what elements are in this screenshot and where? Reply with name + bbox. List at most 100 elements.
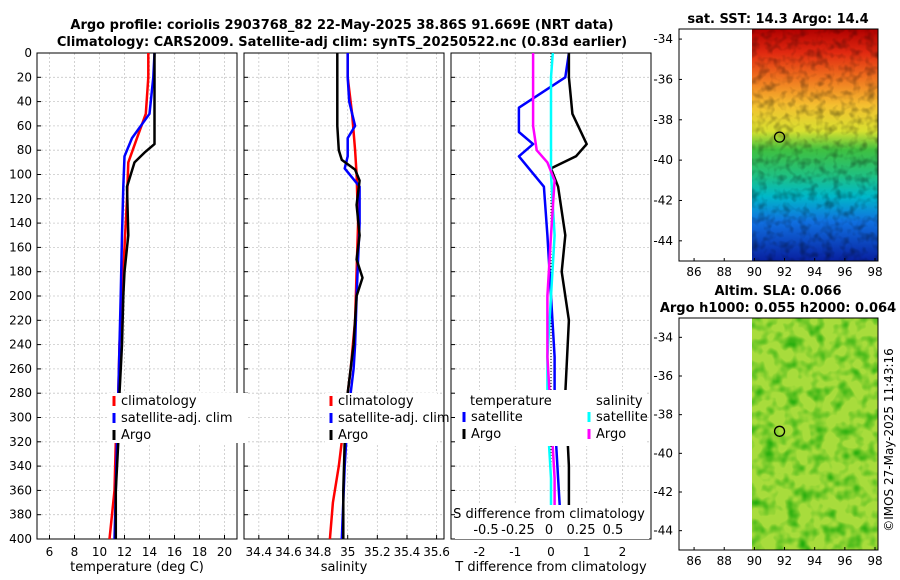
y-tick-label: -42: [653, 193, 673, 207]
y-tick-label: 380: [9, 508, 32, 522]
legend-label-t-satellite: satellite: [471, 410, 523, 425]
y-tick-label: -38: [653, 408, 673, 422]
y-tick-label: 180: [9, 265, 32, 279]
y-tick-label: -36: [653, 72, 673, 86]
y-tick-label: 240: [9, 338, 32, 352]
x-tick-label: 92: [777, 265, 792, 279]
y-tick-label: -40: [653, 446, 673, 460]
x-tick-label: 88: [717, 265, 732, 279]
x-tick-label: 96: [837, 554, 852, 568]
legend-label-satellite-adj: satellite-adj. clim: [338, 411, 450, 426]
s-tick-label: 0.5: [603, 523, 624, 538]
x-tick-label: 92: [777, 554, 792, 568]
sst-map-frame: [678, 28, 879, 262]
x-tick-label: 90: [747, 265, 762, 279]
y-tick-label: -38: [653, 113, 673, 127]
sla-map-title-1: Altim. SLA: 0.066: [715, 284, 842, 299]
s-tick-label: -0.25: [501, 523, 535, 538]
y-tick-label: 200: [9, 289, 32, 303]
x-tick-label: 86: [686, 265, 701, 279]
y-tick-label: 340: [9, 459, 32, 473]
s-tick-label: -0.5: [473, 523, 498, 538]
x-tick-label: 34.8: [305, 545, 332, 559]
legend-label-s-satellite: satellite: [596, 410, 648, 425]
y-tick-label: 40: [17, 95, 32, 109]
y-tick-label: 80: [17, 143, 32, 157]
y-tick-label: 260: [9, 362, 32, 376]
sst-map: 86 88 90 92 94 96 98 -34 -36 -38 -40 -42 -44: [653, 28, 883, 279]
x-tick-label: 34.4: [245, 545, 272, 559]
x-tick-label: 14: [142, 545, 157, 559]
x-tick-label: 34.6: [275, 545, 302, 559]
y-tick-label: -44: [653, 234, 673, 248]
x-tick-label: 12: [117, 545, 132, 559]
legend-label-climatology: climatology: [338, 394, 414, 409]
y-tick-label: -44: [653, 524, 673, 538]
sst-map-title: sat. SST: 14.3 Argo: 14.4: [687, 12, 868, 27]
x-tick-label: 1: [583, 545, 591, 559]
series-line-salinity-satellite: [546, 52, 556, 539]
y-tick-label: -34: [653, 32, 673, 46]
salinity-panel: 34.4 34.6 34.8 35 35.2 35.4 35.6 salinity: [243, 52, 450, 575]
x-tick-label: 86: [686, 554, 701, 568]
legend-label-argo: Argo: [121, 428, 151, 443]
y-tick-label: 220: [9, 313, 32, 327]
legend-background: [325, 393, 437, 443]
y-tick-label: 60: [17, 119, 32, 133]
x-tick-label: 96: [837, 265, 852, 279]
x-tick-label: 35: [340, 545, 355, 559]
s-tick-label: 0.25: [567, 523, 596, 538]
y-tick-label: 320: [9, 435, 32, 449]
y-tick-label: -42: [653, 485, 673, 499]
y-tick-label: 120: [9, 192, 32, 206]
title-line-2: Climatology: CARS2009. Satellite-adj cli…: [57, 35, 627, 50]
temperature-panel: 6 8 10 12 14 16 18 2002040608010012014016018020…: [9, 46, 238, 575]
title-line-1: Argo profile: coriolis 2903768_82 22-May…: [70, 18, 613, 33]
legend-label-satellite-adj: satellite-adj. clim: [121, 411, 233, 426]
x-tick-label: -1: [509, 545, 521, 559]
x-tick-label: 94: [807, 554, 822, 568]
s-tick-label: 0: [545, 523, 553, 538]
y-tick-label: 300: [9, 411, 32, 425]
legend-background: [455, 390, 645, 446]
y-tick-label: 20: [17, 70, 32, 84]
y-tick-label: -36: [653, 369, 673, 383]
y-tick-label: 280: [9, 386, 32, 400]
sla-map-axes: 86 88 90 92 94 96 98 -34 -36 -38 -40 -42 -44: [653, 330, 882, 568]
x-tick-label: 6: [46, 545, 54, 559]
x-tick-label: 10: [92, 545, 107, 559]
x-tick-label: 18: [192, 545, 207, 559]
y-tick-label: -34: [653, 330, 673, 344]
y-tick-label: 400: [9, 532, 32, 546]
x-tick-label: 35.6: [423, 545, 450, 559]
x-tick-label: 20: [217, 545, 232, 559]
x-tick-label: 94: [807, 265, 822, 279]
legend-title-temperature: temperature: [470, 394, 552, 409]
x-tick-label: 2: [619, 545, 627, 559]
x-tick-label: 98: [867, 554, 882, 568]
x-tick-label: 90: [747, 554, 762, 568]
legend-label-argo: Argo: [338, 428, 368, 443]
sla-field-texture: [752, 318, 878, 550]
sst-map-axes: 86 88 90 92 94 96 98 -34 -36 -38 -40 -42 -44: [653, 32, 882, 279]
s-axis-background: [455, 505, 649, 539]
x-tick-label: 16: [167, 545, 182, 559]
y-tick-label: 0: [24, 46, 32, 60]
argo-position-marker: [773, 131, 786, 143]
y-tick-label: 140: [9, 216, 32, 230]
x-axis-label: temperature (deg C): [70, 560, 204, 575]
sla-map-frame: [678, 317, 879, 551]
argo-position-marker: [773, 425, 786, 437]
difference-panel: -2 -1 0 1 2T difference from climatology: [450, 52, 652, 575]
sla-map: 86 88 90 92 94 96 98 -34 -36 -38 -40 -42 -44: [653, 317, 883, 568]
x-tick-label: 35.2: [364, 545, 391, 559]
legend-label-t-argo: Argo: [471, 427, 501, 442]
legend-label-climatology: climatology: [121, 394, 197, 409]
x-tick-label: 88: [717, 554, 732, 568]
x-tick-label: 8: [71, 545, 79, 559]
timestamp-stamp: ©IMOS 27-May-2025 11:43:16: [882, 348, 896, 532]
sst-field-texture: [752, 29, 878, 261]
difference-legend: temperature satellite Argo salinity sate…: [455, 390, 648, 446]
s-axis-label: S difference from climatology: [453, 507, 645, 522]
